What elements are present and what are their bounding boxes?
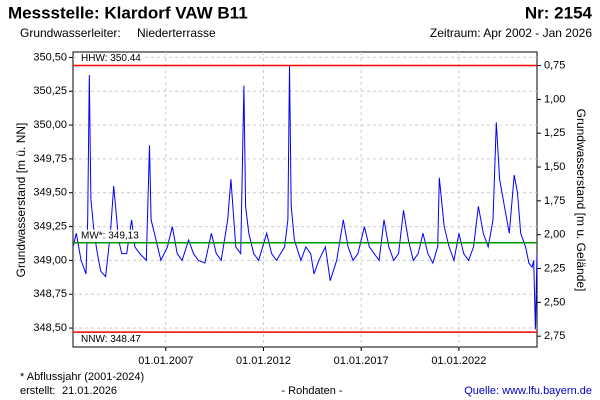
y2-tick-label: 1,00 (544, 93, 565, 105)
y2-tick-label: 1,25 (544, 127, 565, 139)
source: Quelle: www.lfu.bayern.de (464, 385, 592, 397)
x-tick-label: 01.01.2007 (138, 355, 193, 367)
y-tick-label: 348,75 (33, 288, 67, 300)
y-tick-label: 350,25 (33, 85, 67, 97)
y2-tick-label: 2,75 (544, 330, 565, 342)
reference-label: MW*: 349,13 (81, 230, 139, 241)
reference-label-bg (79, 229, 143, 242)
reference-label-bg (79, 52, 143, 65)
y-tick-label: 349,00 (33, 254, 67, 266)
x-tick-label: 01.01.2022 (431, 355, 486, 367)
y2-tick-label: 2,50 (544, 296, 565, 308)
footnote: * Abflussjahr (2001-2024) (20, 371, 144, 383)
y-tick-label: 349,50 (33, 187, 67, 199)
chart-title: Messstelle: Klardorf VAW B11 (8, 3, 248, 22)
y-tick-label: 349,75 (33, 153, 67, 165)
reference-label: NNW: 348.47 (81, 334, 141, 345)
aquifer: Niederterrasse (137, 26, 216, 40)
station-number: Nr: 2154 (525, 3, 593, 22)
y-tick-label: 350,00 (33, 119, 67, 131)
created: 21.01.2026 (62, 385, 117, 397)
created-label: erstellt: (20, 385, 55, 397)
reference-label: HHW: 350.44 (81, 53, 141, 64)
y2-axis-label: Grundwasserstand [m u. Gelände] (574, 109, 588, 292)
x-tick-label: 01.01.2012 (236, 355, 291, 367)
plot-area (72, 51, 538, 348)
y2-tick-label: 2,00 (544, 229, 565, 241)
period: Zeitraum: Apr 2002 - Jan 2026 (430, 26, 592, 40)
data-line (72, 65, 538, 330)
y2-tick-label: 2,25 (544, 262, 565, 274)
data-note: - Rohdaten - (281, 385, 342, 397)
aquifer-label: Grundwasserleiter: (20, 26, 121, 40)
x-tick-label: 01.01.2017 (334, 355, 389, 367)
y2-tick-label: 1,50 (544, 161, 565, 173)
y-tick-label: 349,25 (33, 220, 67, 232)
y2-tick-label: 0,75 (544, 59, 565, 71)
y-tick-label: 350,50 (33, 51, 67, 63)
reference-label-bg (79, 333, 143, 346)
y-axis-label: Grundwasserstand [m ü. NN] (14, 123, 28, 278)
y2-tick-label: 1,75 (544, 195, 565, 207)
y-tick-label: 348,50 (33, 322, 67, 334)
